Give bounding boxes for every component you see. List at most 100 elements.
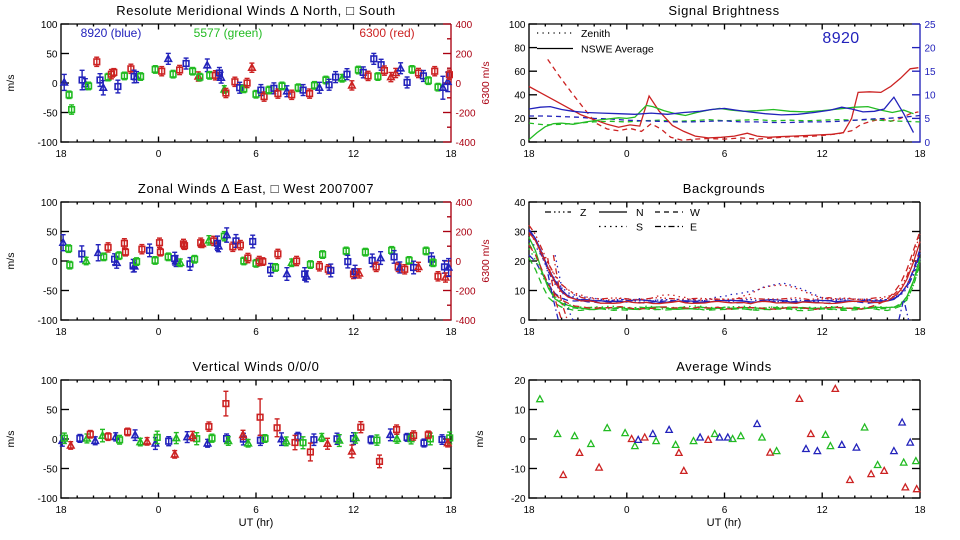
svg-text:-100: -100 <box>37 138 57 149</box>
svg-text:0: 0 <box>520 138 526 149</box>
svg-text:6300 m/s: 6300 m/s <box>480 239 492 282</box>
svg-text:UT (hr): UT (hr) <box>239 517 274 529</box>
svg-text:N: N <box>636 207 644 219</box>
svg-text:W: W <box>690 207 700 219</box>
svg-text:100: 100 <box>41 198 58 209</box>
svg-text:30: 30 <box>514 227 526 238</box>
svg-text:18: 18 <box>55 149 67 160</box>
svg-text:40: 40 <box>514 91 526 102</box>
svg-text:6: 6 <box>722 149 728 160</box>
svg-text:0: 0 <box>156 149 162 160</box>
svg-text:-10: -10 <box>511 464 526 475</box>
svg-text:400: 400 <box>456 20 473 31</box>
svg-text:S: S <box>636 222 643 234</box>
svg-text:6: 6 <box>722 505 728 516</box>
svg-text:-20: -20 <box>511 494 526 505</box>
svg-text:12: 12 <box>348 149 360 160</box>
svg-text:5: 5 <box>925 114 931 125</box>
svg-text:18: 18 <box>914 149 926 160</box>
svg-text:Signal Brightness: Signal Brightness <box>668 3 779 18</box>
svg-text:-200: -200 <box>456 286 476 297</box>
svg-text:6: 6 <box>253 149 259 160</box>
svg-text:18: 18 <box>55 505 67 516</box>
svg-text:0: 0 <box>456 79 462 90</box>
svg-text:12: 12 <box>348 505 360 516</box>
svg-text:0: 0 <box>624 149 630 160</box>
svg-text:0: 0 <box>156 327 162 338</box>
svg-text:18: 18 <box>523 327 535 338</box>
svg-text:-400: -400 <box>456 138 476 149</box>
svg-text:Average Winds: Average Winds <box>676 359 772 374</box>
svg-text:20: 20 <box>925 43 937 54</box>
svg-text:18: 18 <box>914 505 926 516</box>
svg-text:0: 0 <box>52 79 58 90</box>
svg-text:6300 m/s: 6300 m/s <box>480 61 492 104</box>
svg-text:0: 0 <box>624 505 630 516</box>
svg-text:18: 18 <box>445 149 457 160</box>
svg-text:0: 0 <box>624 327 630 338</box>
svg-text:0: 0 <box>456 257 462 268</box>
svg-text:Zenith: Zenith <box>581 28 610 40</box>
svg-text:0: 0 <box>925 138 931 149</box>
svg-text:-50: -50 <box>43 286 58 297</box>
svg-text:100: 100 <box>41 20 58 31</box>
svg-text:18: 18 <box>55 327 67 338</box>
svg-text:m/s: m/s <box>5 75 17 92</box>
svg-text:6: 6 <box>253 327 259 338</box>
svg-text:-50: -50 <box>43 464 58 475</box>
svg-text:6300 (red): 6300 (red) <box>359 26 414 40</box>
svg-text:0: 0 <box>520 435 526 446</box>
svg-text:12: 12 <box>817 327 829 338</box>
svg-text:18: 18 <box>445 327 457 338</box>
svg-text:10: 10 <box>514 405 526 416</box>
svg-text:12: 12 <box>348 327 360 338</box>
svg-text:12: 12 <box>817 149 829 160</box>
svg-text:m/s: m/s <box>5 431 17 448</box>
svg-text:UT (hr): UT (hr) <box>707 517 742 529</box>
svg-text:10: 10 <box>514 286 526 297</box>
svg-text:20: 20 <box>514 257 526 268</box>
svg-text:5577 (green): 5577 (green) <box>194 26 263 40</box>
svg-text:Vertical Winds 0/0/0: Vertical Winds 0/0/0 <box>193 359 320 374</box>
svg-text:Resolute Meridional Winds Δ: Resolute Meridional Winds Δ North, □ Sou… <box>116 3 395 18</box>
svg-text:18: 18 <box>445 505 457 516</box>
svg-text:25: 25 <box>925 20 937 31</box>
svg-text:100: 100 <box>41 376 58 387</box>
svg-text:50: 50 <box>46 49 58 60</box>
svg-text:20: 20 <box>514 376 526 387</box>
svg-text:50: 50 <box>46 227 58 238</box>
svg-text:Backgrounds: Backgrounds <box>683 181 765 196</box>
svg-text:200: 200 <box>456 227 473 238</box>
svg-text:18: 18 <box>523 505 535 516</box>
svg-text:0: 0 <box>520 316 526 327</box>
svg-text:40: 40 <box>514 198 526 209</box>
svg-text:0: 0 <box>156 505 162 516</box>
svg-text:Zonal Winds Δ East, □ West: Zonal Winds Δ East, □ West 2007007 <box>138 181 374 196</box>
svg-text:15: 15 <box>925 67 937 78</box>
svg-text:E: E <box>690 222 697 234</box>
svg-text:-100: -100 <box>37 494 57 505</box>
svg-text:18: 18 <box>523 149 535 160</box>
svg-text:6: 6 <box>722 327 728 338</box>
svg-text:18: 18 <box>914 327 926 338</box>
svg-text:50: 50 <box>46 405 58 416</box>
svg-text:-200: -200 <box>456 108 476 119</box>
svg-text:-100: -100 <box>37 316 57 327</box>
svg-text:10: 10 <box>925 91 937 102</box>
svg-text:8920 (blue): 8920 (blue) <box>81 26 142 40</box>
svg-text:20: 20 <box>514 114 526 125</box>
svg-text:400: 400 <box>456 198 473 209</box>
svg-text:80: 80 <box>514 43 526 54</box>
svg-text:100: 100 <box>509 20 526 31</box>
svg-text:-50: -50 <box>43 108 58 119</box>
svg-text:60: 60 <box>514 67 526 78</box>
svg-text:0: 0 <box>52 435 58 446</box>
svg-text:NSWE Average: NSWE Average <box>581 44 654 56</box>
svg-text:m/s: m/s <box>5 253 17 270</box>
svg-text:0: 0 <box>52 257 58 268</box>
svg-text:8920: 8920 <box>822 30 859 47</box>
svg-text:12: 12 <box>817 505 829 516</box>
svg-text:-400: -400 <box>456 316 476 327</box>
svg-text:m/s: m/s <box>474 431 486 448</box>
svg-text:6: 6 <box>253 505 259 516</box>
